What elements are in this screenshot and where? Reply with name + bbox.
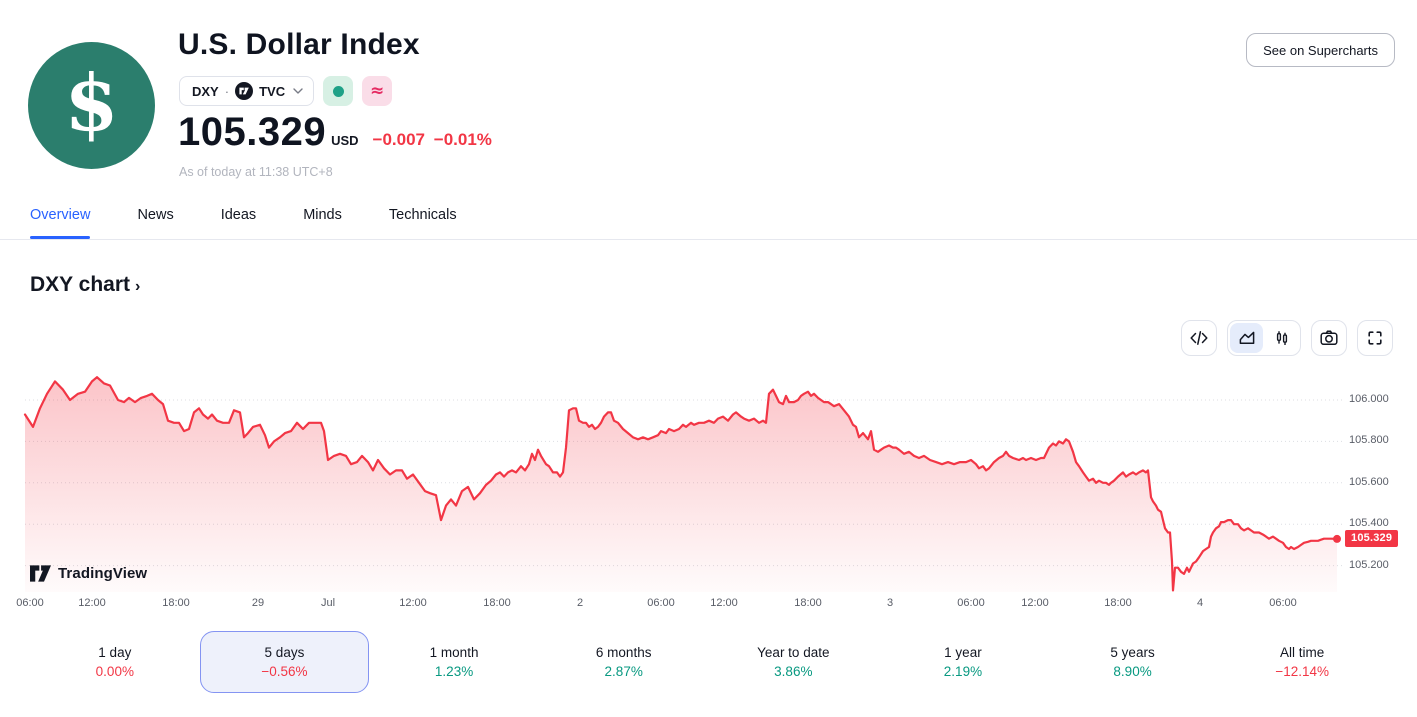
symbol-code: DXY	[192, 83, 219, 99]
approx-price-badge[interactable]: ≈	[362, 76, 393, 106]
period-6-months[interactable]: 6 months 2.87%	[539, 631, 709, 693]
period-1-day[interactable]: 1 day 0.00%	[30, 631, 200, 693]
page-title: U.S. Dollar Index	[178, 28, 420, 61]
dollar-sign-icon: $	[64, 57, 119, 149]
period-change-value: 0.00%	[95, 664, 134, 679]
time-axis-label: 06:00	[647, 597, 675, 609]
period-year-to-date[interactable]: Year to date 3.86%	[709, 631, 879, 693]
period-label: 1 month	[429, 645, 479, 660]
price-axis-label: 105.800	[1349, 434, 1389, 447]
time-axis-label: Jul	[320, 597, 336, 609]
period-5-days[interactable]: 5 days −0.56%	[199, 631, 370, 693]
tab-news[interactable]: News	[137, 207, 174, 223]
last-price-axis-badge: 105.329	[1345, 529, 1399, 547]
price-change-pct: −0.01%	[433, 130, 492, 149]
time-axis-label: 18:00	[162, 597, 190, 609]
price-change-abs: −0.007	[372, 130, 426, 149]
time-axis-label: 4	[1196, 597, 1204, 609]
period-label: 6 months	[595, 645, 652, 660]
tab-ideas[interactable]: Ideas	[220, 207, 257, 223]
instrument-logo: $	[28, 42, 155, 169]
period-label: 5 days	[264, 645, 305, 660]
time-axis-label: 06:00	[957, 597, 985, 609]
price-axis-label: 105.600	[1349, 475, 1389, 488]
area-chart-icon	[1239, 331, 1254, 344]
period-change-value: 8.90%	[1113, 664, 1152, 679]
time-axis-label: 06:00	[16, 597, 44, 609]
tradingview-attribution-label: TradingView	[58, 565, 148, 582]
last-price: 105.329	[178, 110, 327, 154]
time-axis-label: 3	[886, 597, 894, 609]
tradingview-logo-icon	[235, 82, 254, 100]
tradingview-mark-icon	[30, 565, 51, 582]
period-selector: 1 day 0.00% 5 days −0.56% 1 month 1.23% 6 mont…	[30, 631, 1387, 693]
tab-minds[interactable]: Minds	[303, 207, 342, 223]
candlestick-icon	[1276, 331, 1287, 345]
price-row: 105.329 USD −0.007 −0.01%	[178, 110, 496, 155]
tradingview-attribution[interactable]: TradingView	[30, 565, 147, 582]
time-axis-label: 18:00	[483, 597, 511, 609]
time-axis-label: 06:00	[1269, 597, 1297, 609]
market-open-dot-icon	[332, 85, 344, 97]
price-axis-label: 106.000	[1349, 393, 1389, 405]
period-label: Year to date	[757, 645, 830, 660]
chart-toolbar	[1181, 320, 1393, 356]
as-of-timestamp: As of today at 11:38 UTC+8	[179, 165, 333, 179]
fullscreen-button[interactable]	[1357, 320, 1393, 356]
chevron-right-icon: ›	[135, 277, 141, 295]
period-label: 1 day	[98, 645, 132, 660]
period-change-value: 1.23%	[434, 664, 474, 679]
tab-bar-divider	[0, 239, 1417, 240]
tab-overview[interactable]: Overview	[30, 207, 91, 239]
period-change-value: 3.86%	[774, 664, 813, 679]
time-axis-label: 12:00	[78, 597, 106, 609]
tab-technicals[interactable]: Technicals	[388, 207, 457, 223]
time-axis-label: 12:00	[1021, 597, 1049, 609]
period-change-value: 2.87%	[604, 664, 643, 679]
time-axis-label: 12:00	[710, 597, 738, 609]
chart-type-toggle	[1227, 320, 1301, 356]
area-chart-button[interactable]	[1230, 323, 1263, 353]
exchange-code: TVC	[259, 83, 286, 99]
period-5-years[interactable]: 5 years 8.90%	[1048, 631, 1218, 693]
period-1-year[interactable]: 1 year 2.19%	[878, 631, 1048, 693]
currency-label: USD	[331, 133, 359, 148]
chart-heading-text: DXY chart	[30, 273, 130, 296]
tab-bar: Overview News Ideas Minds Technicals	[30, 207, 457, 239]
separator-dot: ·	[224, 83, 230, 99]
snapshot-button[interactable]	[1311, 320, 1347, 356]
period-label: All time	[1280, 645, 1325, 660]
period-change-value: −0.56%	[261, 664, 308, 679]
time-axis-label: 18:00	[794, 597, 822, 609]
price-axis-label: 105.200	[1349, 558, 1389, 571]
chevron-down-icon	[293, 87, 303, 95]
period-change-value: −12.14%	[1275, 664, 1330, 679]
code-icon	[1190, 331, 1208, 345]
time-axis-label: 2	[576, 597, 584, 609]
period-all-time[interactable]: All time −12.14%	[1217, 631, 1387, 693]
market-status-badge[interactable]	[323, 76, 354, 106]
see-on-supercharts-button[interactable]: See on Supercharts	[1246, 33, 1395, 67]
embed-code-button[interactable]	[1181, 320, 1217, 356]
candlestick-chart-button[interactable]	[1265, 323, 1298, 353]
time-axis-label: 18:00	[1104, 597, 1132, 609]
price-axis-label: 105.400	[1349, 517, 1389, 530]
time-axis-label: 12:00	[399, 597, 427, 609]
approx-icon: ≈	[369, 81, 385, 101]
period-label: 5 years	[1110, 645, 1155, 660]
symbol-selector-button[interactable]: DXY · TVC	[179, 76, 315, 106]
chart-heading-link[interactable]: DXY chart ›	[30, 273, 140, 297]
period-label: 1 year	[944, 645, 982, 660]
time-axis-label: 29	[251, 597, 265, 609]
period-1-month[interactable]: 1 month 1.23%	[369, 631, 539, 693]
camera-icon	[1320, 330, 1338, 346]
period-change-value: 2.19%	[943, 664, 983, 679]
price-change: −0.007 −0.01%	[373, 130, 496, 150]
symbol-row: DXY · TVC ≈	[179, 76, 393, 106]
fullscreen-icon	[1368, 331, 1382, 345]
